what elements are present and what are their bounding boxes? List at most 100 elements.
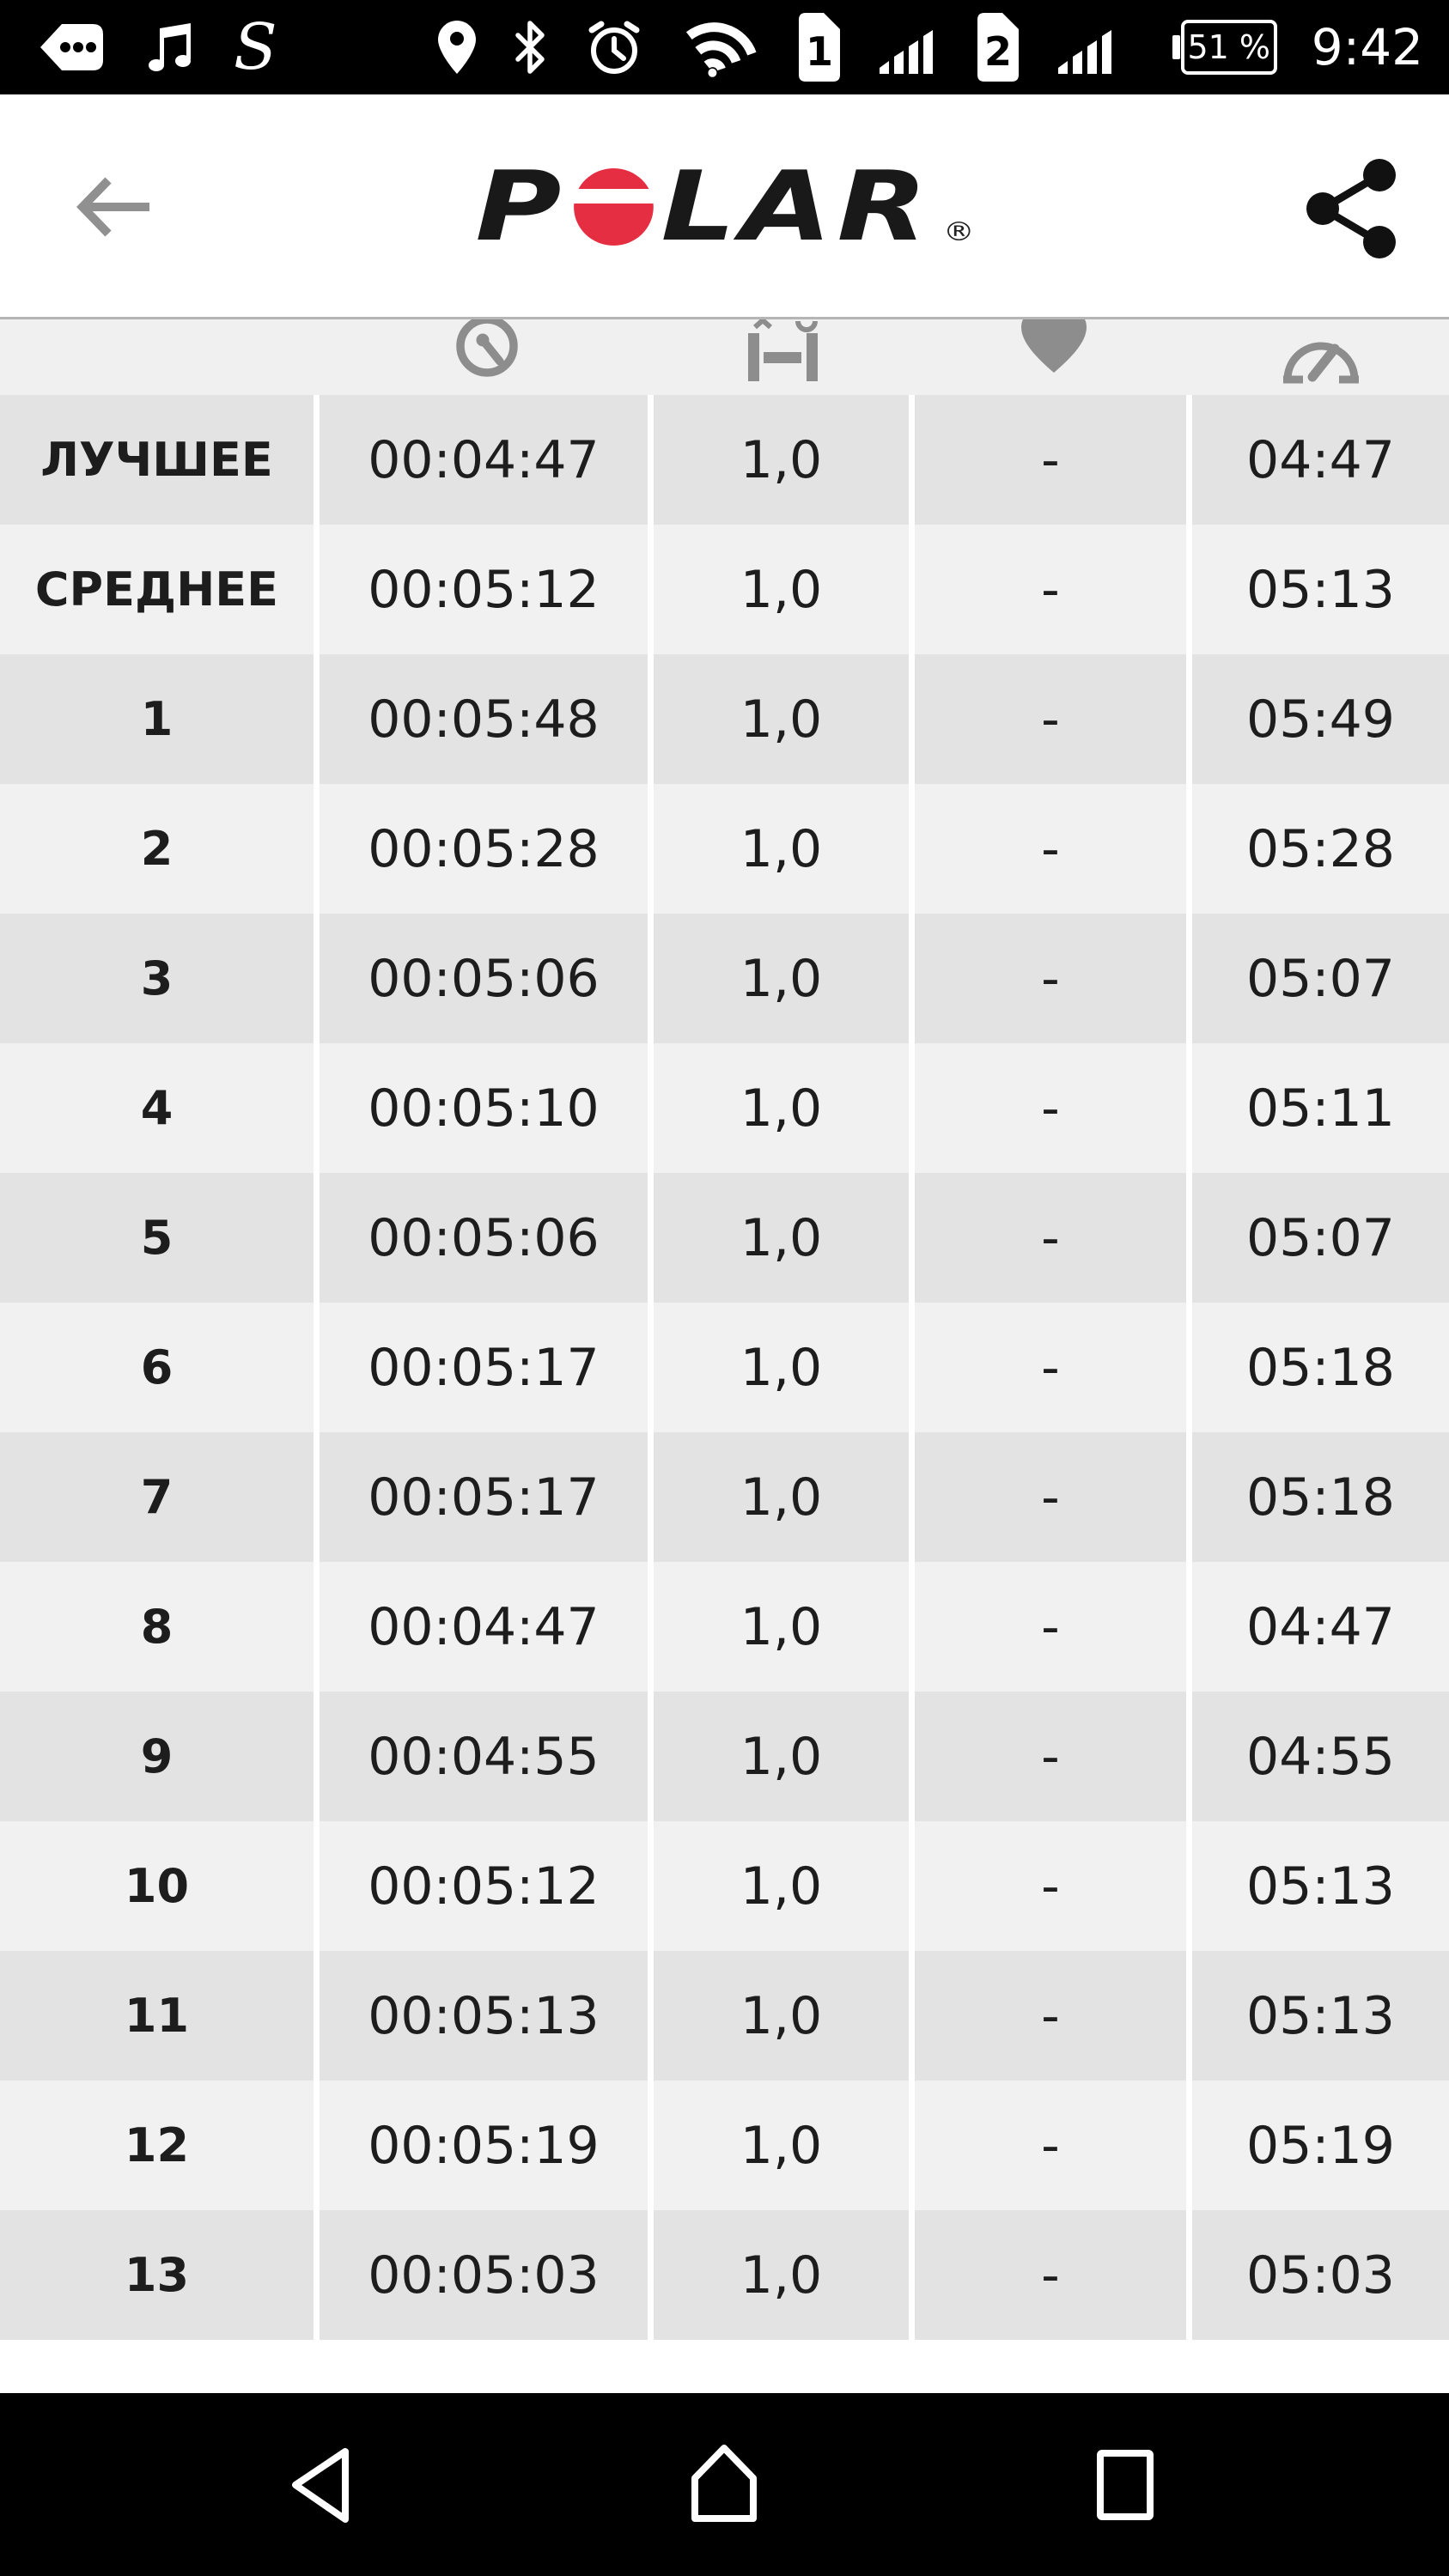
location-pin-icon: [437, 21, 476, 74]
pace-cell: 05:18: [1192, 1432, 1449, 1562]
pace-gauge-icon: [1282, 342, 1359, 384]
duration-cell: 00:05:19: [320, 2081, 648, 2210]
pace-cell: 04:47: [1192, 395, 1449, 525]
distance-cell: 1,0: [654, 1821, 909, 1951]
table-row: 10 00:05:12 1,0 - 05:13: [0, 1821, 1449, 1951]
row-label-cell: 10: [0, 1821, 314, 1951]
heart-rate-cell: -: [915, 2210, 1186, 2340]
table-row: 11 00:05:13 1,0 - 05:13: [0, 1951, 1449, 2081]
lap-table-body: ЛУЧШЕЕ 00:04:47 1,0 - 04:47 СРЕДНЕЕ 00:0…: [0, 395, 1449, 2340]
pace-cell: 05:19: [1192, 2081, 1449, 2210]
polar-logo-p: P: [474, 151, 567, 263]
heart-rate-cell: -: [915, 1692, 1186, 1821]
table-row: 8 00:04:47 1,0 - 04:47: [0, 1562, 1449, 1692]
heart-rate-cell: -: [915, 1821, 1186, 1951]
distance-cell: 1,0: [654, 1692, 909, 1821]
distance-cell: 1,0: [654, 784, 909, 914]
duration-cell: 00:05:03: [320, 2210, 648, 2340]
lap-table-header: [0, 319, 1449, 395]
distance-column-header: [654, 319, 915, 395]
heart-rate-cell: -: [915, 784, 1186, 914]
signal-strength-icon: [1057, 30, 1111, 74]
row-label-cell: 8: [0, 1562, 314, 1692]
registered-trademark: ®: [942, 217, 975, 247]
sim1-icon: 1: [798, 13, 840, 82]
row-label-cell: 9: [0, 1692, 314, 1821]
status-left-icons: S: [38, 15, 277, 79]
pace-cell: 05:28: [1192, 784, 1449, 914]
row-label-cell: 11: [0, 1951, 314, 2081]
row-label-cell: 2: [0, 784, 314, 914]
android-status-bar: S 1: [0, 0, 1449, 94]
heart-rate-cell: -: [915, 395, 1186, 525]
duration-cell: 00:04:47: [320, 1562, 648, 1692]
back-arrow-button[interactable]: [72, 173, 155, 240]
duration-cell: 00:04:47: [320, 395, 648, 525]
row-label-cell: 4: [0, 1043, 314, 1173]
duration-cell: 00:05:12: [320, 1821, 648, 1951]
pace-cell: 04:47: [1192, 1562, 1449, 1692]
row-label-cell: ЛУЧШЕЕ: [0, 395, 314, 525]
pace-cell: 05:13: [1192, 1821, 1449, 1951]
duration-cell: 00:04:55: [320, 1692, 648, 1821]
lap-distance-icon: [748, 319, 818, 381]
duration-cell: 00:05:06: [320, 914, 648, 1043]
bluetooth-icon: [515, 21, 545, 74]
row-label-cell: 1: [0, 654, 314, 784]
table-row: 4 00:05:10 1,0 - 05:11: [0, 1043, 1449, 1173]
nav-home-button[interactable]: [685, 2443, 764, 2524]
distance-cell: 1,0: [654, 914, 909, 1043]
signal-strength-icon: [879, 30, 933, 74]
table-row: 7 00:05:17 1,0 - 05:18: [0, 1432, 1449, 1562]
android-nav-bar: [0, 2393, 1449, 2576]
svg-text:2: 2: [984, 28, 1012, 75]
pace-column-header: [1192, 319, 1449, 395]
table-row: 6 00:05:17 1,0 - 05:18: [0, 1303, 1449, 1432]
duration-clock-icon: [455, 319, 518, 377]
music-note-icon: [149, 23, 191, 71]
nav-recents-button[interactable]: [1092, 2445, 1159, 2524]
table-row: 5 00:05:06 1,0 - 05:07: [0, 1173, 1449, 1303]
row-label-cell: 12: [0, 2081, 314, 2210]
pace-cell: 05:11: [1192, 1043, 1449, 1173]
table-row: 12 00:05:19 1,0 - 05:19: [0, 2081, 1449, 2210]
heart-rate-cell: -: [915, 1173, 1186, 1303]
duration-cell: 00:05:48: [320, 654, 648, 784]
distance-cell: 1,0: [654, 395, 909, 525]
battery-percent: 51 %: [1187, 28, 1271, 66]
table-row: 9 00:04:55 1,0 - 04:55: [0, 1692, 1449, 1821]
duration-cell: 00:05:12: [320, 525, 648, 654]
pace-cell: 05:49: [1192, 654, 1449, 784]
distance-cell: 1,0: [654, 654, 909, 784]
battery-icon: 51 %: [1180, 20, 1277, 75]
table-row: ЛУЧШЕЕ 00:04:47 1,0 - 04:47: [0, 395, 1449, 525]
heart-rate-cell: -: [915, 654, 1186, 784]
distance-cell: 1,0: [654, 1432, 909, 1562]
heart-rate-column-header: [915, 319, 1192, 395]
distance-cell: 1,0: [654, 1951, 909, 2081]
heart-rate-cell: -: [915, 1432, 1186, 1562]
share-button[interactable]: [1303, 158, 1399, 259]
pace-cell: 05:03: [1192, 2210, 1449, 2340]
table-row: 13 00:05:03 1,0 - 05:03: [0, 2210, 1449, 2340]
polar-logo-red-o: [573, 168, 654, 246]
pace-cell: 05:07: [1192, 1173, 1449, 1303]
polar-logo: P LAR ®: [474, 151, 975, 263]
pace-cell: 05:13: [1192, 525, 1449, 654]
distance-cell: 1,0: [654, 525, 909, 654]
pace-cell: 05:13: [1192, 1951, 1449, 2081]
row-label-cell: 7: [0, 1432, 314, 1562]
table-row: СРЕДНЕЕ 00:05:12 1,0 - 05:13: [0, 525, 1449, 654]
distance-cell: 1,0: [654, 1173, 909, 1303]
duration-cell: 00:05:10: [320, 1043, 648, 1173]
nav-back-button[interactable]: [283, 2445, 361, 2526]
distance-cell: 1,0: [654, 1043, 909, 1173]
status-right-icons: 1 2 51 % 9:42: [437, 10, 1423, 84]
duration-column-header: [320, 319, 654, 395]
duration-cell: 00:05:17: [320, 1303, 648, 1432]
distance-cell: 1,0: [654, 2210, 909, 2340]
duration-cell: 00:05:06: [320, 1173, 648, 1303]
row-label-cell: 13: [0, 2210, 314, 2340]
lap-table: ЛУЧШЕЕ 00:04:47 1,0 - 04:47 СРЕДНЕЕ 00:0…: [0, 319, 1449, 2340]
notification-message-icon: [40, 24, 103, 70]
